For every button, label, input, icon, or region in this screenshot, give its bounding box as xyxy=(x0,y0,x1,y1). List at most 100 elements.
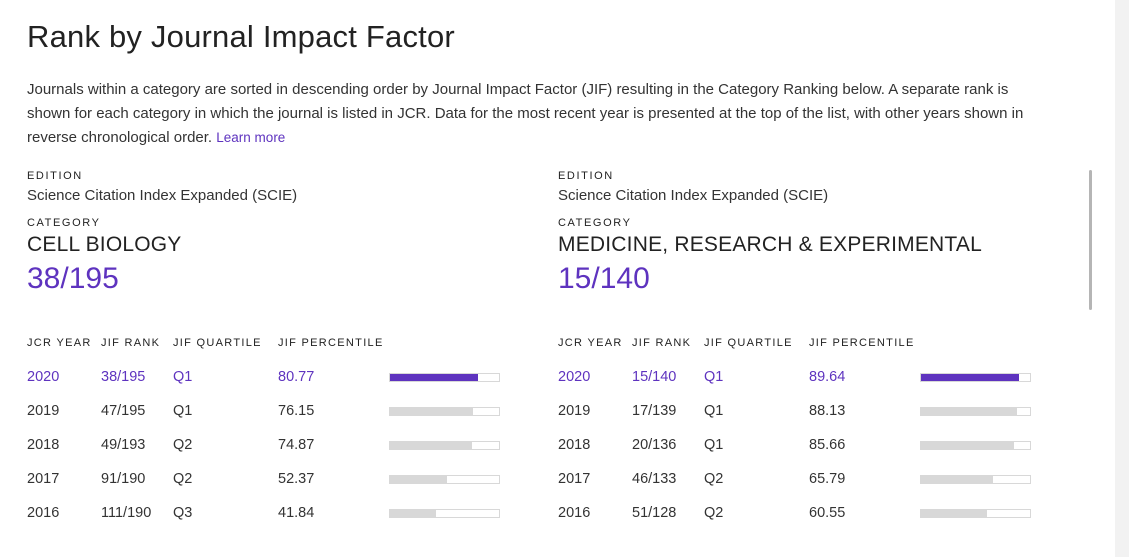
percentile-bar-cell xyxy=(389,474,500,484)
jif-quartile-cell: Q2 xyxy=(704,471,724,487)
learn-more-link[interactable]: Learn more xyxy=(216,130,286,145)
jif-quartile-cell: Q2 xyxy=(173,471,193,487)
jcr-year-cell: 2018 xyxy=(558,437,591,453)
jcr-year-cell: 2016 xyxy=(27,505,60,521)
scrollbar-thumb[interactable] xyxy=(1089,170,1092,310)
category-rank: 15/140 xyxy=(558,262,650,295)
jif-table: JCR YEAR JIF RANK JIF QUARTILE JIF PERCE… xyxy=(558,337,1058,530)
jif-rank-cell: 49/193 xyxy=(101,437,146,453)
percentile-bar xyxy=(920,474,1031,484)
category-label: CATEGORY xyxy=(558,217,632,229)
edition-label: EDITION xyxy=(558,170,614,182)
header-jif-quartile: JIF QUARTILE xyxy=(704,337,793,349)
percentile-bar-fill xyxy=(921,509,987,517)
percentile-bar-fill xyxy=(921,475,993,483)
jif-quartile-cell: Q3 xyxy=(173,505,193,521)
percentile-bar-fill xyxy=(390,407,473,415)
jif-rank-cell: 20/136 xyxy=(632,437,677,453)
jif-rank-cell[interactable]: 15/140 xyxy=(632,369,677,385)
jif-quartile-cell: Q1 xyxy=(704,437,724,453)
jif-quartile-cell: Q2 xyxy=(173,437,193,453)
percentile-bar-fill xyxy=(921,407,1018,415)
scroll-track[interactable] xyxy=(1115,0,1129,557)
jif-rank-cell: 111/190 xyxy=(101,505,152,521)
header-jcr-year: JCR YEAR xyxy=(558,337,623,349)
jif-rank-cell: 91/190 xyxy=(101,471,146,487)
page-title: Rank by Journal Impact Factor xyxy=(27,19,455,54)
jcr-year-cell: 2017 xyxy=(27,471,60,487)
jif-rank-cell: 46/133 xyxy=(632,471,677,487)
percentile-bar xyxy=(389,508,500,518)
table-row: 2019 17/139 Q1 88.13 xyxy=(558,394,1058,428)
percentile-bar xyxy=(389,372,500,382)
category-panel-medicine: EDITION Science Citation Index Expanded … xyxy=(558,170,1078,521)
percentile-bar-fill xyxy=(921,441,1015,449)
jif-table: JCR YEAR JIF RANK JIF QUARTILE JIF PERCE… xyxy=(27,337,527,530)
jif-rank-cell: 17/139 xyxy=(632,403,677,419)
header-jif-rank: JIF RANK xyxy=(101,337,161,349)
jif-percentile-cell: 88.13 xyxy=(809,403,846,419)
header-jcr-year: JCR YEAR xyxy=(27,337,92,349)
table-rows: 2020 15/140 Q1 89.64 2019 17/139 Q1 88.13 2018 20… xyxy=(558,360,1058,530)
table-header: JCR YEAR JIF RANK JIF QUARTILE JIF PERCE… xyxy=(558,337,1058,355)
percentile-bar xyxy=(389,474,500,484)
percentile-bar-fill xyxy=(390,509,436,517)
edition-label: EDITION xyxy=(27,170,83,182)
table-row: 2020 15/140 Q1 89.64 xyxy=(558,360,1058,394)
jif-percentile-cell: 52.37 xyxy=(278,471,315,487)
jcr-year-cell: 2017 xyxy=(558,471,591,487)
percentile-bar-cell xyxy=(920,406,1031,416)
jif-percentile-cell: 76.15 xyxy=(278,403,315,419)
jcr-year-cell[interactable]: 2020 xyxy=(27,369,60,385)
percentile-bar-cell xyxy=(389,440,500,450)
percentile-bar-cell xyxy=(920,440,1031,450)
jif-percentile-cell[interactable]: 80.77 xyxy=(278,369,315,385)
category-panel-cell-biology: EDITION Science Citation Index Expanded … xyxy=(27,170,547,521)
jif-percentile-cell: 60.55 xyxy=(809,505,846,521)
percentile-bar xyxy=(389,406,500,416)
jif-quartile-cell: Q2 xyxy=(704,505,724,521)
table-row: 2019 47/195 Q1 76.15 xyxy=(27,394,527,428)
percentile-bar-cell xyxy=(920,372,1031,382)
table-rows: 2020 38/195 Q1 80.77 2019 47/195 Q1 76.15 2018 49… xyxy=(27,360,527,530)
percentile-bar xyxy=(920,406,1031,416)
jif-rank-cell[interactable]: 38/195 xyxy=(101,369,146,385)
jcr-year-cell: 2019 xyxy=(27,403,60,419)
percentile-bar-cell xyxy=(920,474,1031,484)
jcr-year-cell: 2019 xyxy=(558,403,591,419)
percentile-bar-fill xyxy=(390,373,479,381)
jcr-year-cell: 2016 xyxy=(558,505,591,521)
percentile-bar xyxy=(389,440,500,450)
percentile-bar-cell xyxy=(389,508,500,518)
table-row: 2018 20/136 Q1 85.66 xyxy=(558,428,1058,462)
percentile-bar-fill xyxy=(390,475,448,483)
category-label: CATEGORY xyxy=(27,217,101,229)
percentile-bar-fill xyxy=(921,373,1019,381)
header-jif-quartile: JIF QUARTILE xyxy=(173,337,262,349)
jcr-year-cell: 2018 xyxy=(27,437,60,453)
edition-value: Science Citation Index Expanded (SCIE) xyxy=(558,187,829,204)
jif-rank-cell: 47/195 xyxy=(101,403,146,419)
jif-quartile-cell[interactable]: Q1 xyxy=(704,369,724,385)
category-name: CELL BIOLOGY xyxy=(27,233,182,256)
percentile-bar-cell xyxy=(389,406,500,416)
table-row: 2020 38/195 Q1 80.77 xyxy=(27,360,527,394)
jcr-year-cell[interactable]: 2020 xyxy=(558,369,591,385)
jif-quartile-cell: Q1 xyxy=(173,403,193,419)
jif-percentile-cell: 41.84 xyxy=(278,505,315,521)
jif-percentile-cell: 74.87 xyxy=(278,437,315,453)
table-row: 2018 49/193 Q2 74.87 xyxy=(27,428,527,462)
percentile-bar xyxy=(920,372,1031,382)
table-row: 2017 91/190 Q2 52.37 xyxy=(27,462,527,496)
description-text: Journals within a category are sorted in… xyxy=(27,81,1024,146)
percentile-bar-fill xyxy=(390,441,472,449)
table-row: 2016 51/128 Q2 60.55 xyxy=(558,496,1058,530)
table-header: JCR YEAR JIF RANK JIF QUARTILE JIF PERCE… xyxy=(27,337,527,355)
edition-value: Science Citation Index Expanded (SCIE) xyxy=(27,187,298,204)
description: Journals within a category are sorted in… xyxy=(27,78,1037,150)
jif-rank-cell: 51/128 xyxy=(632,505,677,521)
jif-quartile-cell[interactable]: Q1 xyxy=(173,369,193,385)
jif-percentile-cell: 65.79 xyxy=(809,471,846,487)
jif-percentile-cell[interactable]: 89.64 xyxy=(809,369,846,385)
